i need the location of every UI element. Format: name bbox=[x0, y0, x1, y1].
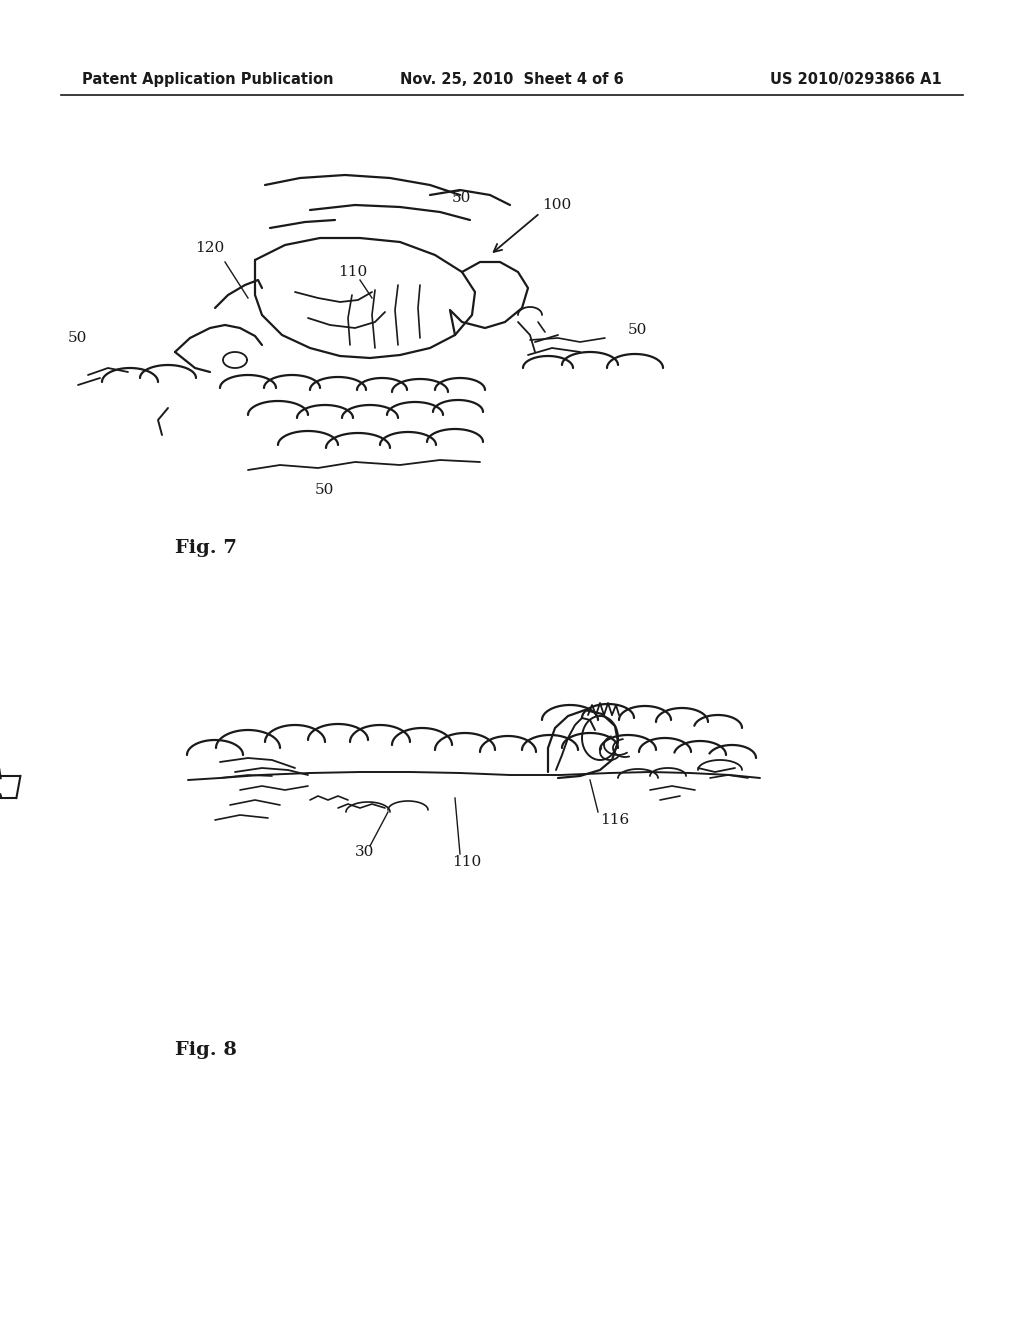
Text: Fig. 7: Fig. 7 bbox=[175, 539, 237, 557]
Text: Fig. 8: Fig. 8 bbox=[175, 1041, 237, 1059]
Text: 110: 110 bbox=[452, 855, 481, 869]
Text: 30: 30 bbox=[355, 845, 375, 859]
Text: 116: 116 bbox=[600, 813, 630, 828]
Text: 110: 110 bbox=[338, 265, 368, 279]
Text: 120: 120 bbox=[195, 242, 224, 255]
Text: 50: 50 bbox=[628, 323, 647, 337]
Text: 50: 50 bbox=[68, 331, 87, 345]
Text: 50: 50 bbox=[452, 191, 471, 205]
Text: 100: 100 bbox=[542, 198, 571, 213]
Text: US 2010/0293866 A1: US 2010/0293866 A1 bbox=[770, 71, 942, 87]
Text: 50: 50 bbox=[315, 483, 335, 498]
Text: Patent Application Publication: Patent Application Publication bbox=[82, 71, 334, 87]
Text: Nov. 25, 2010  Sheet 4 of 6: Nov. 25, 2010 Sheet 4 of 6 bbox=[400, 71, 624, 87]
